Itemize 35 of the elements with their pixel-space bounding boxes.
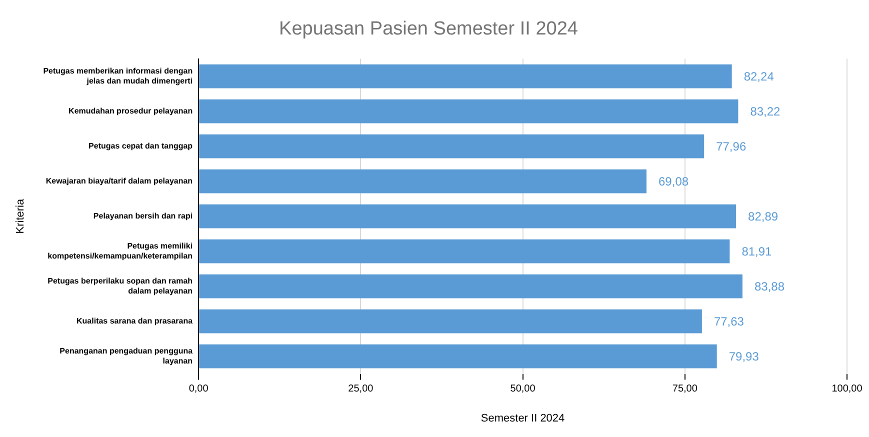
data-label: 82,89 — [748, 210, 778, 224]
data-label: 82,24 — [744, 70, 774, 84]
y-axis-title: Kriteria — [14, 198, 27, 234]
bar — [199, 239, 730, 264]
data-label: 83,88 — [754, 280, 785, 294]
x-tick-label: 0,00 — [188, 384, 209, 395]
data-label: 83,22 — [750, 104, 781, 119]
bar — [199, 344, 717, 368]
chart-title: Kepuasan Pasien Semester II 2024 — [279, 18, 578, 40]
bar — [199, 274, 742, 298]
data-label: 79,93 — [728, 350, 760, 364]
y-tick-label: Kewajaran biaya/tarif dalam pelayanan — [46, 176, 193, 186]
y-tick-label: Kualitas sarana dan prasarana — [76, 316, 194, 326]
x-tick-label: 50,00 — [510, 384, 536, 395]
x-tick-label: 100,00 — [832, 384, 863, 395]
y-tick-label: Pelayanan bersih dan rapi — [93, 212, 193, 221]
x-tick-label: 25,00 — [348, 384, 374, 395]
data-label: 81,91 — [742, 244, 772, 259]
data-label: 77,96 — [716, 140, 746, 154]
bar — [199, 204, 736, 228]
y-tick-label: Kemudahan prosedur pelayanan — [68, 106, 193, 116]
data-label: 77,63 — [714, 314, 744, 329]
bar — [199, 64, 732, 88]
y-tick-label: Petugas memiliki kompetensi/kemampuan/keterampilan — [48, 242, 193, 260]
data-label: 69,08 — [658, 174, 689, 189]
y-tick-label: Penanganan pengaduan pengguna layanan — [60, 346, 194, 366]
y-tick-label: Petugas cepat dan tanggap — [88, 142, 193, 151]
bar — [199, 99, 738, 124]
bar — [199, 309, 702, 334]
x-tick-label: 75,00 — [672, 384, 698, 395]
y-tick-label: Petugas memberikan informasi dengan jelas dan mudah dimengerti — [43, 66, 193, 86]
x-axis-title: Semester II 2024 — [480, 412, 565, 424]
bar — [199, 169, 647, 194]
y-tick-label: Petugas berperilaku sopan dan ramah dalam pelayanan — [48, 276, 193, 296]
bar — [199, 134, 704, 158]
